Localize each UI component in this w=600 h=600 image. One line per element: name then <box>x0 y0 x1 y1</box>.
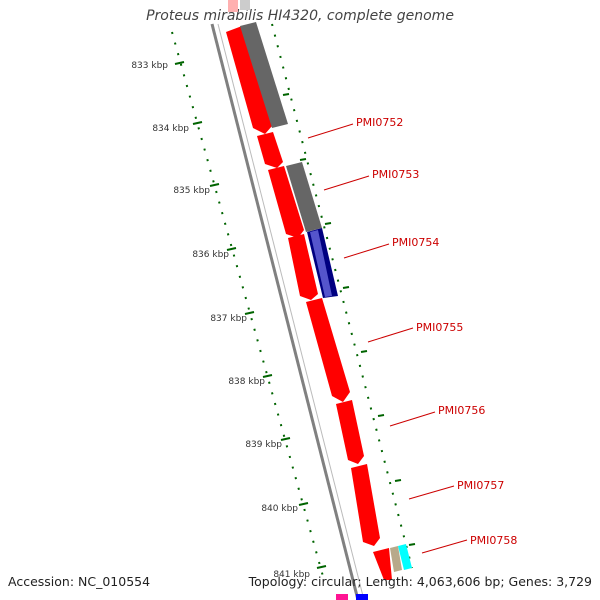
ruler-tick-label: 836 kbp <box>192 250 229 260</box>
ruler-tick <box>262 374 273 378</box>
backbone-inner <box>217 23 365 600</box>
cds-arrow-3 <box>268 166 304 238</box>
ruler-tick <box>244 311 255 315</box>
ruler-tick-label: 834 kbp <box>152 124 189 134</box>
cds-arrow-1 <box>226 26 272 134</box>
grey-feature-2 <box>286 162 322 232</box>
gene-leader-line <box>421 539 468 554</box>
backbone-outer <box>210 23 360 600</box>
top-faint-grey <box>240 0 250 10</box>
map-title: Proteus mirabilis HI4320, complete genom… <box>146 8 454 24</box>
ruler-tick <box>209 183 220 187</box>
inner-tick <box>282 93 290 96</box>
gene-leader-line <box>307 123 354 139</box>
gene-labels: PMI0752 PMI0753 PMI0754 PMI0755 PMI0756 … <box>307 116 517 554</box>
ruler-tick-label: 837 kbp <box>210 314 247 324</box>
grey-feature-1 <box>240 22 288 128</box>
inner-tick <box>394 479 402 482</box>
cds-arrow-5 <box>306 298 350 402</box>
ruler-tick-label: 841 kbp <box>273 570 310 580</box>
inner-tick <box>342 286 350 289</box>
inner-tick <box>408 543 416 546</box>
tan-feature <box>390 546 402 572</box>
inner-tick <box>299 158 307 161</box>
cds-arrow-6 <box>336 400 364 464</box>
ruler-tick-label: 840 kbp <box>261 504 298 514</box>
blue-feature-highlight <box>310 230 332 297</box>
inner-tick <box>324 222 332 225</box>
top-faint-feature <box>228 0 238 12</box>
gene-label[interactable]: PMI0755 <box>416 321 463 334</box>
inner-tick <box>377 414 385 417</box>
gene-label[interactable]: PMI0758 <box>470 534 517 547</box>
inner-dotted-ring <box>271 23 413 569</box>
gene-leader-line <box>408 485 455 500</box>
cds-arrow-7 <box>351 464 380 546</box>
cyan-feature <box>398 544 412 570</box>
ruler: 833 kbp 834 kbp 835 kbp 836 kbp 837 kbp … <box>131 61 327 580</box>
ruler-tick-label: 835 kbp <box>173 186 210 196</box>
gene-label[interactable]: PMI0756 <box>438 404 485 417</box>
bottom-blue-feature <box>356 594 368 600</box>
bottom-pink-feature <box>336 594 348 600</box>
cds-arrow-8 <box>373 548 392 580</box>
gene-label[interactable]: PMI0757 <box>457 479 504 492</box>
gene-leader-line <box>323 175 370 191</box>
ruler-tick <box>316 565 327 569</box>
inner-ring-ticks <box>282 93 416 546</box>
ruler-tick-label: 839 kbp <box>245 440 282 450</box>
genome-summary-text: Topology: circular; Length: 4,063,606 bp… <box>248 574 592 589</box>
cds-arrow-2 <box>257 132 283 168</box>
gene-leader-line <box>367 327 414 343</box>
ruler-tick-label: 838 kbp <box>228 377 265 387</box>
gene-label[interactable]: PMI0752 <box>356 116 403 129</box>
ruler-tick-label: 833 kbp <box>131 61 168 71</box>
ruler-tick <box>192 121 203 125</box>
ruler-dotted-line <box>171 31 325 581</box>
ruler-tick <box>174 61 185 65</box>
ruler-tick <box>298 502 309 506</box>
cds-arrow-4 <box>288 234 318 300</box>
gene-leader-line <box>343 243 390 259</box>
gene-label[interactable]: PMI0753 <box>372 168 419 181</box>
accession-text: Accession: NC_010554 <box>8 574 151 589</box>
ruler-tick <box>226 247 237 251</box>
gene-label[interactable]: PMI0754 <box>392 236 439 249</box>
ruler-tick <box>280 437 291 441</box>
gene-leader-line <box>389 411 436 427</box>
inner-tick <box>360 350 368 353</box>
